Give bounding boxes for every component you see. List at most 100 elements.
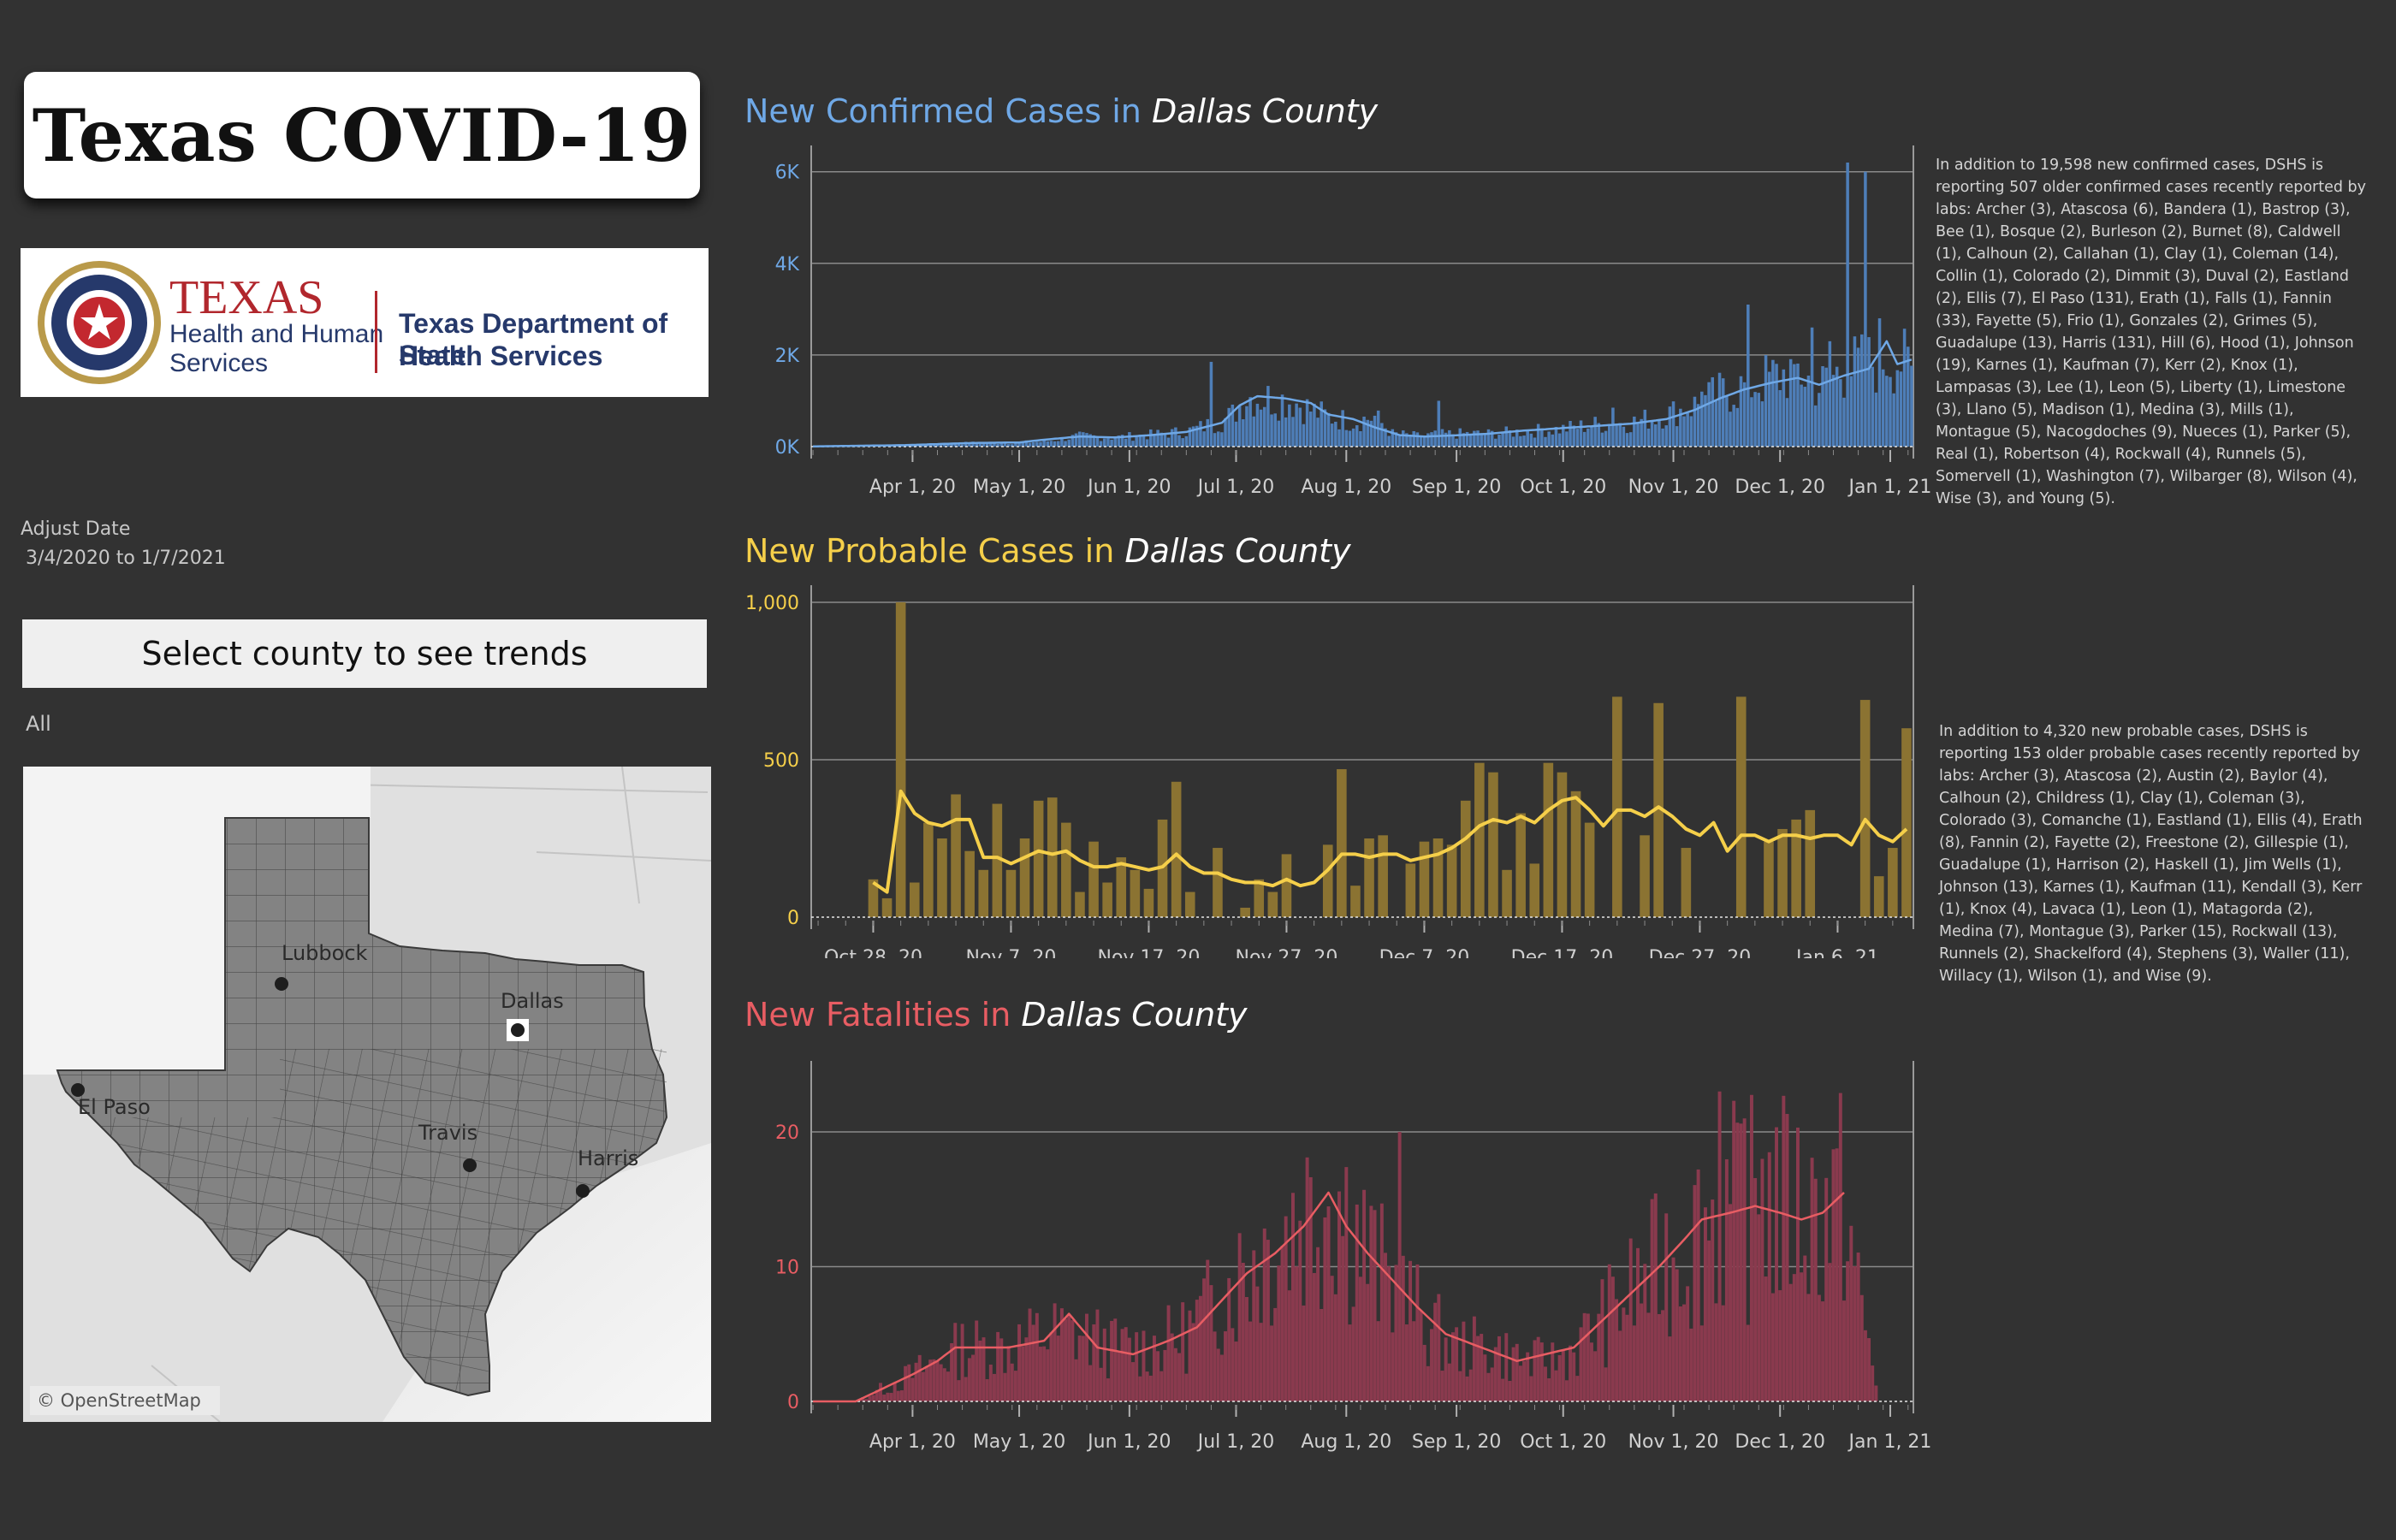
fatal-bar[interactable]	[1419, 1311, 1423, 1401]
confirmed-bar[interactable]	[1458, 428, 1462, 447]
confirmed-bar[interactable]	[1643, 409, 1647, 447]
confirmed-bar[interactable]	[1209, 361, 1213, 447]
fatal-bar[interactable]	[1373, 1210, 1377, 1401]
fatal-bar[interactable]	[1544, 1366, 1547, 1401]
fatal-bar[interactable]	[975, 1320, 979, 1401]
fatal-bar[interactable]	[1224, 1331, 1228, 1401]
confirmed-bar[interactable]	[1128, 432, 1131, 447]
fatal-bar[interactable]	[1198, 1295, 1202, 1401]
confirmed-bar[interactable]	[1202, 431, 1206, 447]
fatal-bar[interactable]	[1707, 1240, 1711, 1401]
confirmed-bar[interactable]	[1405, 433, 1409, 447]
fatal-bar[interactable]	[971, 1354, 976, 1401]
fatal-bar[interactable]	[1440, 1371, 1444, 1401]
map-attribution[interactable]: © OpenStreetMap	[37, 1390, 201, 1411]
fatal-bar[interactable]	[1391, 1332, 1395, 1401]
confirmed-bar[interactable]	[1184, 435, 1189, 447]
confirmed-bar[interactable]	[1565, 431, 1569, 447]
confirmed-bar[interactable]	[1359, 430, 1362, 447]
confirmed-bar[interactable]	[1426, 433, 1430, 447]
fatal-bar[interactable]	[1462, 1321, 1466, 1401]
confirmed-bar[interactable]	[1409, 435, 1412, 447]
fatal-bar[interactable]	[875, 1389, 879, 1401]
confirmed-bar[interactable]	[1839, 379, 1842, 447]
confirmed-bar[interactable]	[1103, 438, 1106, 447]
confirmed-bar[interactable]	[1675, 426, 1679, 447]
fatal-bar[interactable]	[946, 1371, 950, 1401]
fatal-bar[interactable]	[1831, 1149, 1836, 1401]
fatal-bar[interactable]	[1426, 1365, 1430, 1401]
confirmed-bar[interactable]	[1380, 423, 1384, 447]
confirmed-bar[interactable]	[1650, 420, 1654, 447]
fatal-bar[interactable]	[996, 1331, 1000, 1401]
fatal-bar[interactable]	[1070, 1320, 1075, 1401]
confirmed-bar[interactable]	[1142, 435, 1146, 447]
fatal-bar[interactable]	[1135, 1332, 1139, 1401]
fatal-bar[interactable]	[1003, 1372, 1007, 1401]
confirmed-bar[interactable]	[1476, 430, 1480, 447]
confirmed-bar[interactable]	[1355, 425, 1359, 447]
fatal-bar[interactable]	[1320, 1308, 1324, 1401]
confirmed-bar[interactable]	[1316, 418, 1320, 447]
confirmed-bar[interactable]	[1717, 372, 1722, 447]
fatal-bar[interactable]	[1859, 1294, 1864, 1401]
fatal-bar[interactable]	[1515, 1343, 1519, 1401]
fatal-bar[interactable]	[1742, 1118, 1747, 1401]
confirmed-bar[interactable]	[1046, 441, 1050, 447]
probable-bar[interactable]	[1061, 822, 1071, 917]
fatal-bar[interactable]	[1764, 1276, 1768, 1401]
fatal-bar[interactable]	[1295, 1266, 1299, 1401]
fatal-bar[interactable]	[1049, 1332, 1053, 1401]
confirmed-bar[interactable]	[1298, 407, 1302, 447]
fatal-bar[interactable]	[1188, 1310, 1192, 1401]
probable-bar[interactable]	[1143, 888, 1154, 917]
confirmed-bar[interactable]	[1600, 432, 1604, 447]
fatal-bar[interactable]	[1724, 1159, 1729, 1401]
fatal-bar[interactable]	[1216, 1348, 1220, 1401]
fatal-bar[interactable]	[1248, 1321, 1253, 1401]
confirmed-bar[interactable]	[1498, 435, 1501, 447]
confirmed-bar[interactable]	[1117, 435, 1121, 447]
fatal-bar[interactable]	[1760, 1158, 1764, 1402]
fatal-bar[interactable]	[1480, 1334, 1484, 1401]
confirmed-bar[interactable]	[1735, 407, 1740, 447]
confirmed-bar[interactable]	[1402, 430, 1405, 447]
confirmed-bar[interactable]	[1867, 337, 1871, 447]
confirmed-bar[interactable]	[1419, 436, 1423, 447]
fatal-bar[interactable]	[1028, 1308, 1032, 1401]
probable-bar[interactable]	[1681, 848, 1692, 917]
county-filter-value[interactable]: All	[26, 712, 51, 736]
fatal-bar[interactable]	[1849, 1225, 1853, 1401]
confirmed-bar[interactable]	[1747, 305, 1750, 447]
confirmed-bar[interactable]	[1273, 413, 1277, 447]
confirmed-bar[interactable]	[1849, 376, 1853, 447]
fatal-bar[interactable]	[953, 1323, 958, 1401]
fatal-bar[interactable]	[1053, 1303, 1057, 1401]
confirmed-bar[interactable]	[1902, 329, 1907, 447]
fatal-bar[interactable]	[1817, 1294, 1821, 1401]
confirmed-bar[interactable]	[1153, 435, 1156, 447]
confirmed-bar[interactable]	[939, 443, 943, 447]
confirmed-bar[interactable]	[1526, 430, 1529, 447]
confirmed-bar[interactable]	[1871, 366, 1874, 447]
confirmed-bar[interactable]	[982, 442, 986, 447]
fatal-bar[interactable]	[1800, 1272, 1804, 1401]
confirmed-bar[interactable]	[1473, 430, 1476, 447]
fatal-bar[interactable]	[1476, 1336, 1480, 1401]
confirmed-bar[interactable]	[1242, 419, 1245, 447]
confirmed-bar[interactable]	[1163, 434, 1167, 447]
fatal-bar[interactable]	[1142, 1330, 1146, 1401]
probable-bar[interactable]	[1254, 879, 1265, 917]
fatal-bar[interactable]	[1618, 1330, 1622, 1401]
fatal-bar[interactable]	[1348, 1324, 1352, 1401]
fatal-bar[interactable]	[1376, 1321, 1380, 1401]
confirmed-bar[interactable]	[1074, 433, 1078, 447]
confirmed-bar[interactable]	[1326, 412, 1331, 447]
city-dot-el-paso[interactable]	[71, 1083, 85, 1097]
fatal-bar[interactable]	[1518, 1365, 1522, 1401]
confirmed-bar[interactable]	[1895, 370, 1900, 447]
confirmed-bar[interactable]	[1707, 382, 1711, 447]
fatal-bar[interactable]	[1177, 1353, 1181, 1401]
confirmed-bar[interactable]	[1070, 435, 1075, 447]
confirmed-bar[interactable]	[1397, 434, 1402, 447]
